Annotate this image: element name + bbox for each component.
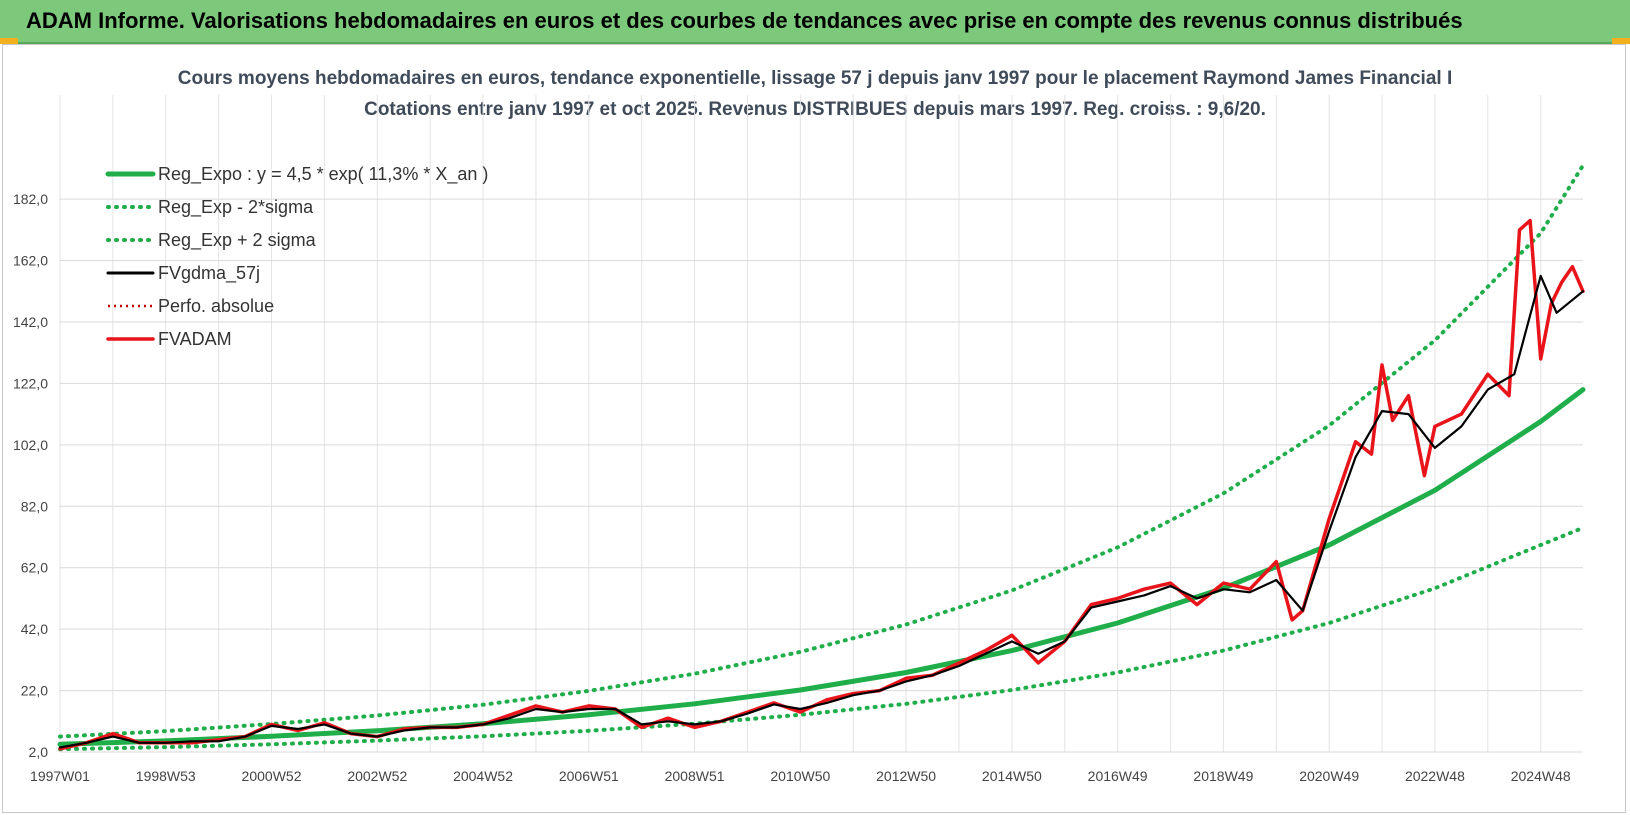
legend: Reg_Expo : y = 4,5 * exp( 11,3% * X_an )… — [105, 164, 488, 349]
x-tick-label: 2014W50 — [982, 768, 1042, 784]
series-line-5 — [58, 218, 1585, 751]
x-tick-label: 2016W49 — [1088, 768, 1148, 784]
y-tick-label: 42,0 — [21, 621, 48, 637]
series-lines — [57, 163, 1586, 752]
y-axis-ticks: 2,0 22,0 42,0 62,0 82,0 102,0 122,0 142,0 162,0 1… — [13, 191, 48, 760]
y-tick-label: 2,0 — [29, 744, 49, 760]
legend-label: FVADAM — [158, 329, 232, 349]
legend-label: Reg_Exp + 2 sigma — [158, 230, 317, 251]
legend-label: Reg_Expo : y = 4,5 * exp( 11,3% * X_an ) — [158, 164, 488, 185]
y-tick-label: 142,0 — [13, 314, 48, 330]
x-tick-label: 2010W50 — [770, 768, 830, 784]
x-tick-label: 2000W52 — [242, 768, 302, 784]
chart-frame — [2, 44, 1626, 813]
y-tick-label: 62,0 — [21, 560, 48, 576]
y-tick-label: 82,0 — [21, 498, 48, 514]
legend-label: Reg_Exp - 2*sigma — [158, 197, 314, 218]
x-tick-label: 1998W53 — [136, 768, 196, 784]
series-line-2 — [58, 163, 1585, 739]
legend-label: Perfo. absolue — [158, 296, 274, 316]
x-tick-label: 2002W52 — [347, 768, 407, 784]
chart-title: Cours moyens hebdomadaires en euros, ten… — [177, 68, 1453, 89]
x-axis-ticks: 1997W01 1998W53 2000W52 2002W52 2004W52 2006W… — [30, 768, 1571, 784]
x-tick-label: 2008W51 — [665, 768, 725, 784]
x-tick-label: 2006W51 — [559, 768, 619, 784]
corner-mark-right — [1612, 38, 1630, 44]
x-tick-label: 2004W52 — [453, 768, 513, 784]
x-tick-label: 2012W50 — [876, 768, 936, 784]
x-tick-label: 2022W48 — [1405, 768, 1465, 784]
x-tick-label: 2018W49 — [1193, 768, 1253, 784]
x-tick-label: 2020W49 — [1299, 768, 1359, 784]
series-line-3 — [58, 274, 1585, 749]
y-tick-label: 122,0 — [13, 375, 48, 391]
legend-label: FVgdma_57j — [158, 263, 260, 284]
y-tick-label: 182,0 — [13, 191, 48, 207]
y-tick-label: 102,0 — [13, 437, 48, 453]
x-tick-label: 1997W01 — [30, 768, 90, 784]
y-tick-label: 22,0 — [21, 683, 48, 699]
horizontal-gridlines — [60, 198, 1583, 753]
y-tick-label: 162,0 — [13, 253, 48, 269]
series-line-0 — [57, 387, 1586, 747]
header-banner: ADAM Informe. Valorisations hebdomadaire… — [0, 0, 1630, 44]
chart-subtitle: Cotations entre janv 1997 et oct 2025. R… — [364, 99, 1266, 120]
banner-title: ADAM Informe. Valorisations hebdomadaire… — [26, 8, 1463, 33]
vertical-gridlines — [59, 95, 1542, 752]
series-line-1 — [58, 525, 1585, 752]
corner-mark-left — [0, 38, 18, 44]
x-tick-label: 2024W48 — [1511, 768, 1571, 784]
